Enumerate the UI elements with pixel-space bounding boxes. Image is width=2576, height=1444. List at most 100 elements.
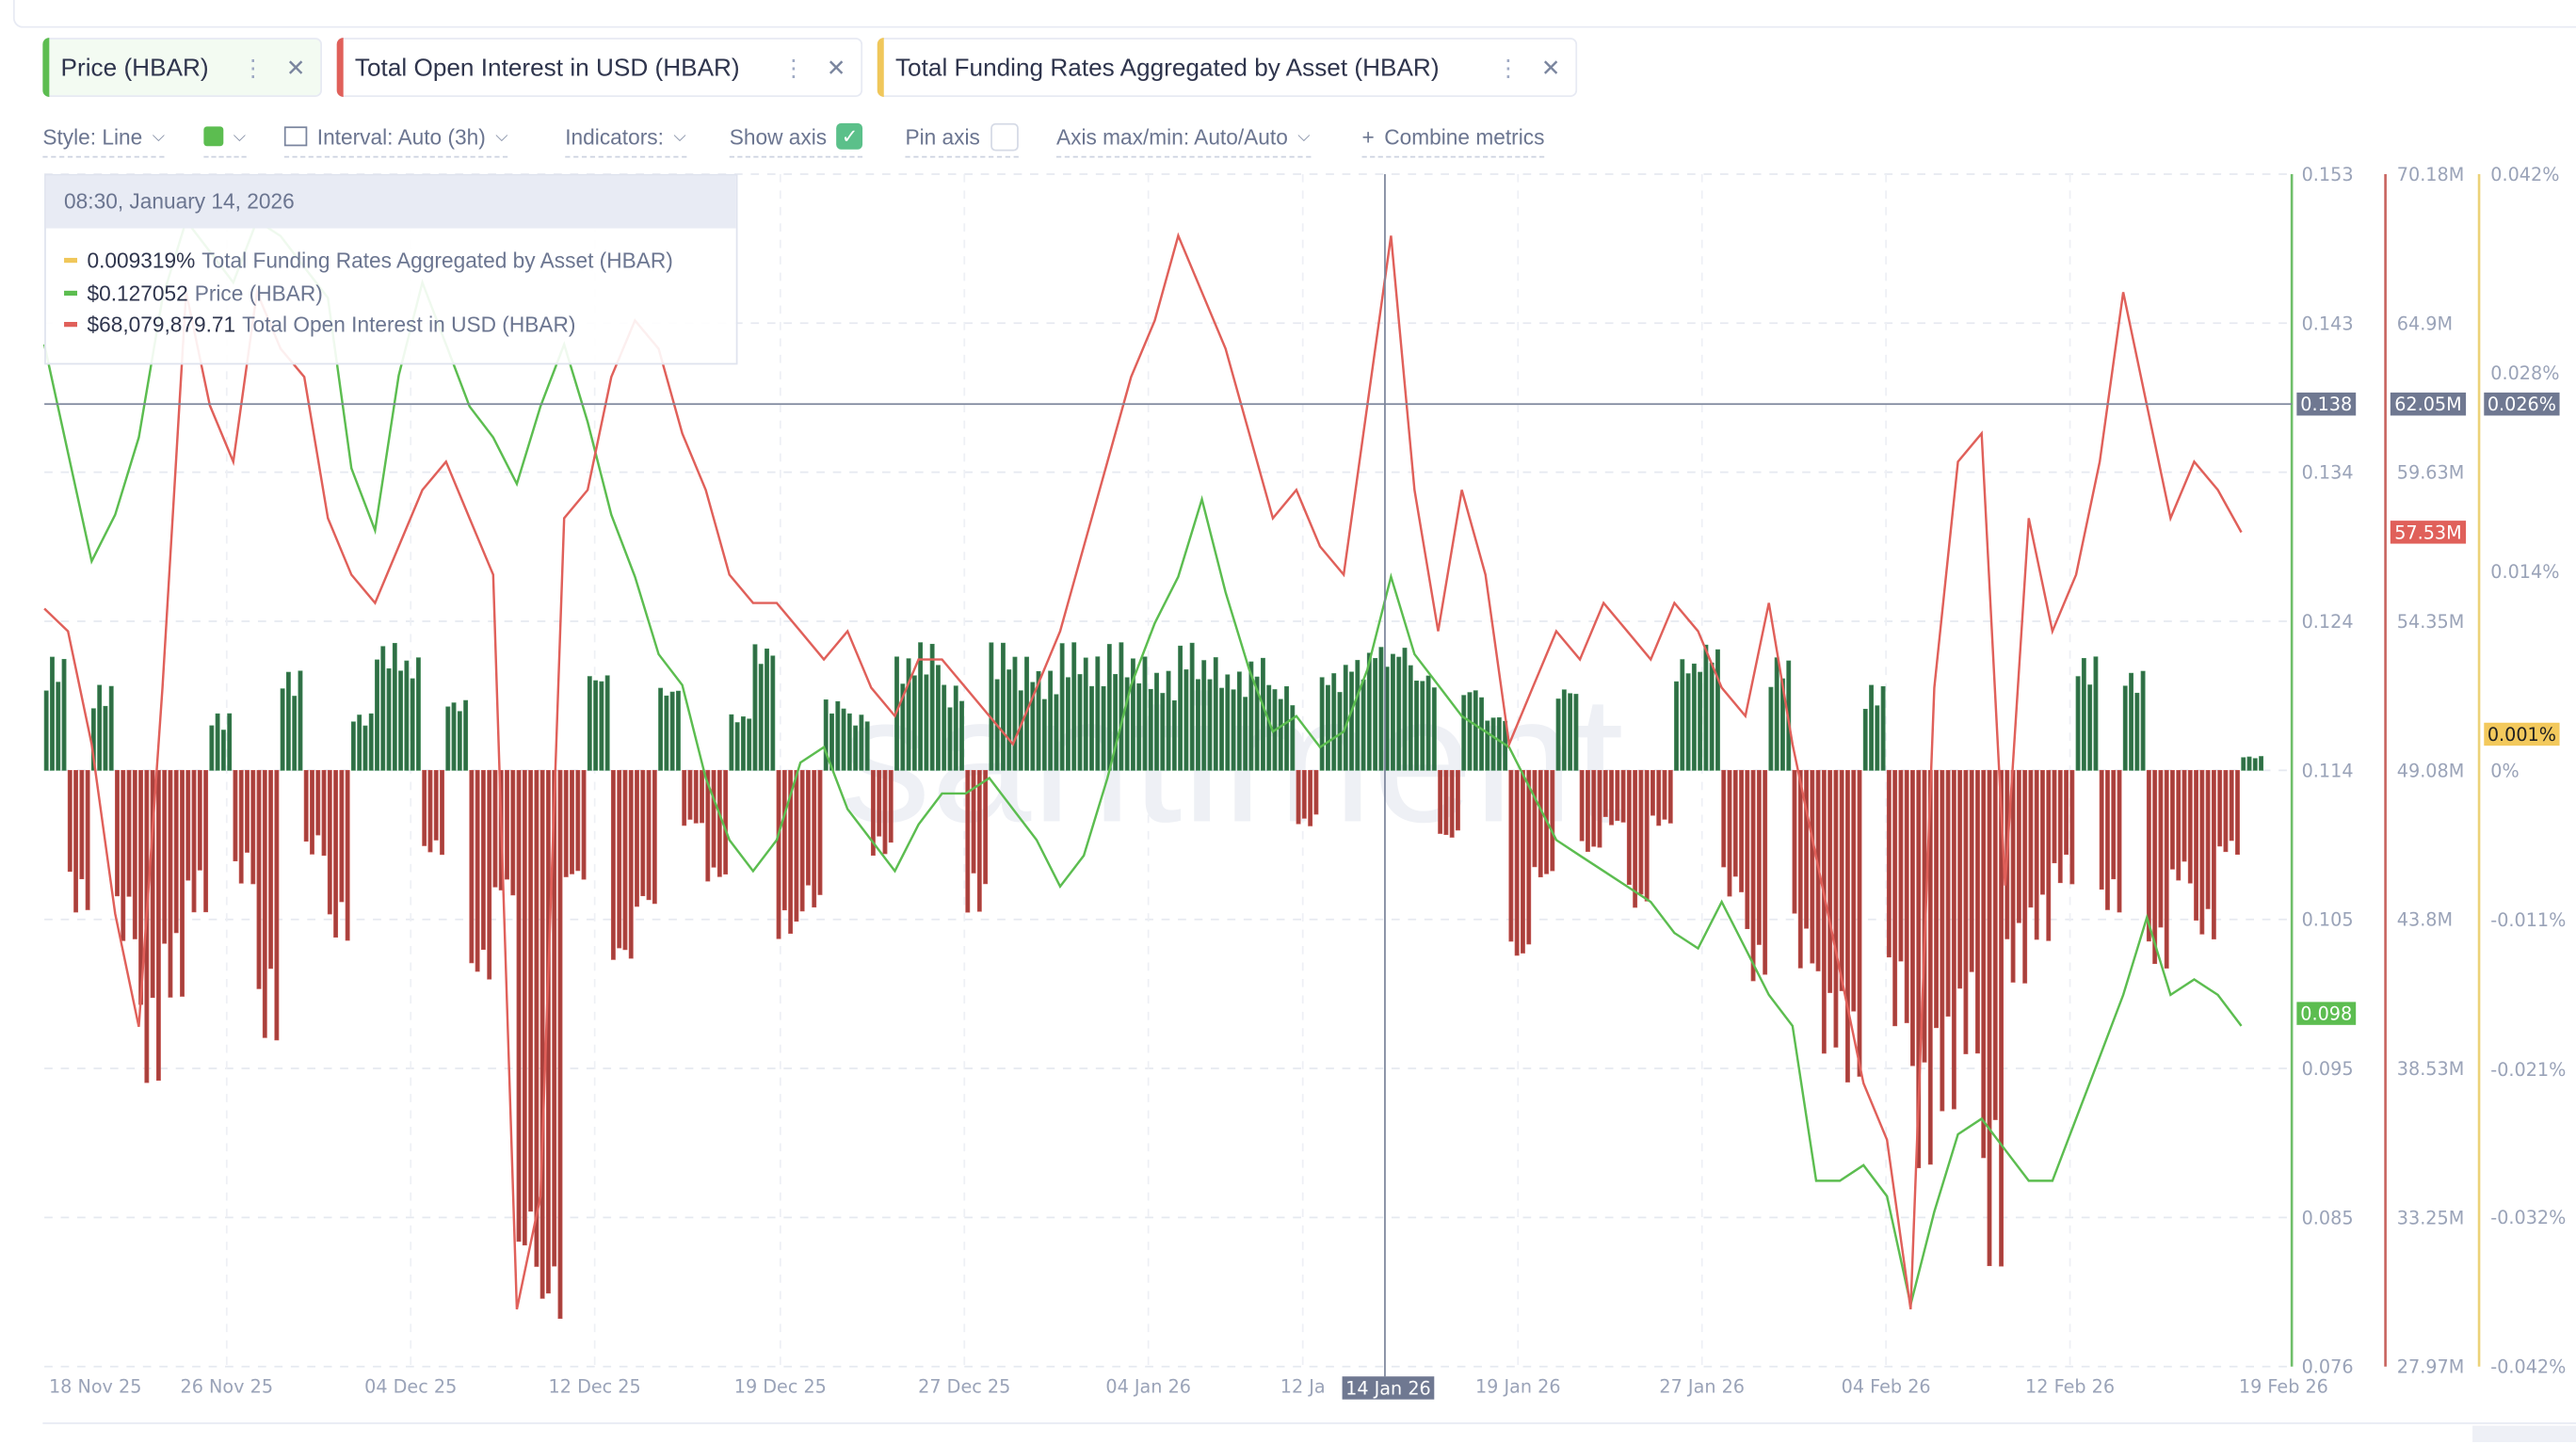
show-axis-toggle[interactable]: Show axis ✓ [729, 119, 863, 158]
funding-bar [445, 706, 451, 771]
funding-bar [1325, 684, 1330, 771]
funding-bar [2134, 692, 2140, 771]
funding-bar [1243, 697, 1248, 771]
range-navigator[interactable] [42, 1422, 2576, 1444]
funding-bar [451, 702, 457, 771]
funding-bar [2182, 770, 2187, 862]
funding-bar [853, 725, 859, 771]
funding-bar [1969, 770, 1974, 972]
tooltip-metric-name: Total Open Interest in USD (HBAR) [242, 312, 576, 338]
funding-bar [1254, 676, 1260, 771]
funding-bar [469, 770, 475, 964]
funding-bar [1555, 698, 1561, 771]
show-axis-checkbox[interactable]: ✓ [836, 122, 863, 150]
funding-bar [368, 713, 374, 771]
more-menu-icon[interactable]: ⋮ [781, 53, 806, 80]
style-dropdown[interactable]: Style: Line ⌵ [42, 119, 166, 158]
funding-bar [262, 770, 267, 1038]
funding-bar [687, 770, 693, 820]
funding-bar [1160, 693, 1166, 771]
combine-metrics-button[interactable]: + Combine metrics [1361, 119, 1545, 158]
close-icon[interactable]: ✕ [826, 53, 846, 80]
funding-bar [1780, 678, 1785, 771]
funding-bar [1041, 698, 1047, 771]
funding-bar [2081, 658, 2086, 771]
funding-bar [121, 770, 126, 941]
pin-axis-toggle[interactable]: Pin axis [905, 119, 1019, 158]
crosshair-price-badge: 0.138 [2300, 393, 2352, 415]
funding-bar [669, 691, 675, 771]
funding-bar [1745, 770, 1750, 929]
funding-bar [1438, 770, 1443, 834]
funding-bar [1886, 770, 1892, 958]
combine-metrics-label: Combine metrics [1384, 123, 1545, 149]
funding-bar [191, 770, 197, 913]
funding-bar [2176, 770, 2182, 881]
x-tick-label: 04 Jan 26 [1105, 1376, 1191, 1398]
funding-bar [2075, 676, 2081, 771]
axis-maxmin-dropdown[interactable]: Axis max/min: Auto/Auto ⌵ [1055, 119, 1311, 158]
funding-bar [410, 678, 415, 771]
funding-bar [1750, 770, 1756, 982]
funding-bar [1934, 770, 1939, 1029]
funding-bar [888, 770, 894, 843]
funding-bar [1981, 770, 1987, 1159]
chevron-down-icon: ⌵ [233, 127, 247, 146]
funding-bar [2187, 770, 2193, 884]
funding-bar [752, 644, 758, 771]
funding-bar [1408, 665, 1413, 771]
crosshair-oi-badge-bg [2390, 393, 2467, 416]
funding-bar [1207, 679, 1213, 771]
funding-bar [734, 722, 740, 771]
funding-bar [575, 770, 581, 872]
metric-chip-open-interest[interactable]: Total Open Interest in USD (HBAR) ⋮ ✕ [336, 38, 863, 97]
funding-bar [440, 770, 444, 856]
funding-bar [1951, 770, 1956, 1110]
funding-bar [2022, 770, 2028, 984]
funding-bar [43, 690, 49, 771]
metric-chip-funding-rates[interactable]: Total Funding Rates Aggregated by Asset … [877, 38, 1578, 97]
funding-bar [1431, 687, 1437, 771]
more-menu-icon[interactable]: ⋮ [241, 53, 265, 80]
funding-bar [1154, 672, 1159, 771]
color-dropdown[interactable]: ⌵ [203, 119, 247, 158]
funding-bar [1999, 770, 2004, 1267]
funding-bar [1709, 662, 1715, 771]
funding-bar [404, 660, 410, 771]
funding-bar [1101, 685, 1106, 771]
interval-dropdown[interactable]: Interval: Auto (3h) ⌵ [283, 119, 508, 158]
funding-bar [1059, 643, 1065, 771]
funding-bar [516, 770, 522, 1243]
price-tick-label: 0.105 [2302, 909, 2354, 931]
funding-bar [427, 770, 433, 853]
funding-bar [1827, 770, 1833, 993]
funding-bar [781, 770, 787, 911]
more-menu-icon[interactable]: ⋮ [1496, 53, 1521, 80]
close-icon[interactable]: ✕ [1540, 53, 1561, 80]
tooltip-metric-name: Total Funding Rates Aggregated by Asset … [201, 248, 673, 274]
funding-bar [1449, 770, 1455, 838]
pin-axis-checkbox[interactable] [990, 121, 1019, 151]
open-interest-tick-label: 49.08M [2397, 760, 2465, 781]
close-icon[interactable]: ✕ [285, 53, 306, 80]
funding-bar [1248, 661, 1254, 771]
funding-bar [2052, 770, 2057, 864]
funding-bar [2129, 672, 2133, 771]
funding-bar [1656, 770, 1662, 826]
funding-bar [2170, 770, 2175, 870]
indicators-dropdown[interactable]: Indicators: ⌵ [565, 119, 686, 158]
range-navigator-handle[interactable] [2472, 1425, 2576, 1443]
funding-bar [1006, 669, 1012, 771]
tooltip-metric-name: Price (HBAR) [194, 280, 323, 306]
funding-bar [392, 643, 397, 771]
funding-bar [350, 721, 356, 771]
funding-bar [1756, 770, 1762, 945]
metric-label: Total Funding Rates Aggregated by Asset … [894, 53, 1440, 82]
funding-bar [415, 657, 421, 771]
metric-chip-price[interactable]: Price (HBAR) ⋮ ✕ [42, 38, 323, 97]
price-tick-label: 0.153 [2302, 164, 2354, 185]
tooltip-value: $0.127052 [87, 280, 188, 306]
pin-axis-label: Pin axis [905, 123, 980, 149]
